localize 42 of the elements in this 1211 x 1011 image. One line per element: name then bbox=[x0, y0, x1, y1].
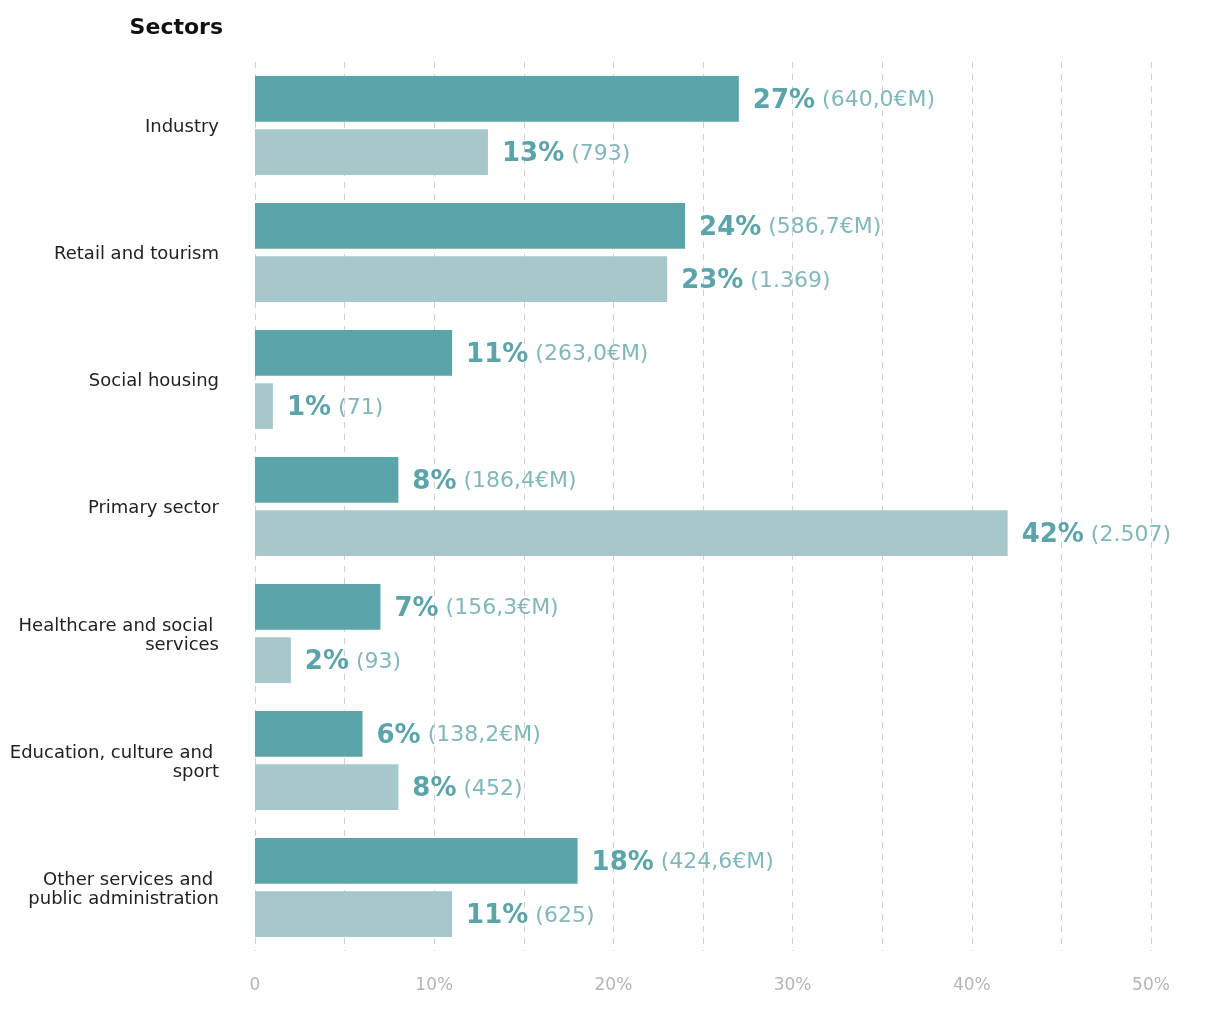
data-label: 24% (586,7€M) bbox=[699, 210, 882, 241]
bar bbox=[255, 456, 399, 503]
bar bbox=[255, 329, 453, 376]
bar bbox=[255, 583, 381, 630]
bar bbox=[255, 202, 686, 249]
data-label: 27% (640,0€M) bbox=[752, 83, 936, 114]
data-label: 13% (793) bbox=[501, 137, 631, 168]
y-tick-label: Primary sector bbox=[87, 496, 220, 517]
bar bbox=[255, 764, 399, 811]
bar bbox=[255, 75, 739, 122]
bar bbox=[255, 710, 363, 757]
y-tick-label: Education, culture and sport bbox=[9, 740, 219, 781]
bar bbox=[255, 837, 578, 884]
x-tick-label: 0 bbox=[249, 973, 261, 994]
data-label: 7% (156,3€M) bbox=[394, 591, 559, 622]
data-label: 11% (625) bbox=[466, 899, 595, 930]
y-tick-label: Industry bbox=[144, 115, 220, 136]
x-tick-label: 10% bbox=[415, 973, 454, 994]
bar bbox=[255, 510, 1008, 557]
bar bbox=[255, 891, 453, 938]
data-label: 1% (71) bbox=[286, 391, 384, 422]
data-label: 42% (2.507) bbox=[1021, 518, 1172, 549]
data-label: 11% (263,0€M) bbox=[466, 337, 649, 368]
y-tick-label: Social housing bbox=[88, 369, 219, 390]
x-tick-label: 30% bbox=[773, 973, 812, 994]
x-tick-label: 20% bbox=[594, 973, 633, 994]
x-tick-label: 40% bbox=[952, 973, 991, 994]
chart-title: Sectors bbox=[129, 13, 223, 39]
x-tick-label: 50% bbox=[1132, 973, 1170, 994]
y-tick-label: Retail and tourism bbox=[54, 242, 219, 263]
data-label: 23% (1.369) bbox=[681, 264, 831, 295]
bar bbox=[255, 383, 273, 430]
y-tick-label: Other services and public administration bbox=[28, 867, 219, 908]
data-label: 2% (93) bbox=[304, 645, 402, 676]
data-label: 18% (424,6€M) bbox=[591, 845, 774, 876]
data-label: 6% (138,2€M) bbox=[376, 718, 541, 749]
y-tick-label: Healthcare and social services bbox=[18, 613, 219, 654]
bar bbox=[255, 637, 291, 684]
bar bbox=[255, 129, 488, 176]
data-label: 8% (186,4€M) bbox=[412, 464, 577, 495]
bar bbox=[255, 256, 668, 303]
data-label: 8% (452) bbox=[412, 772, 523, 803]
